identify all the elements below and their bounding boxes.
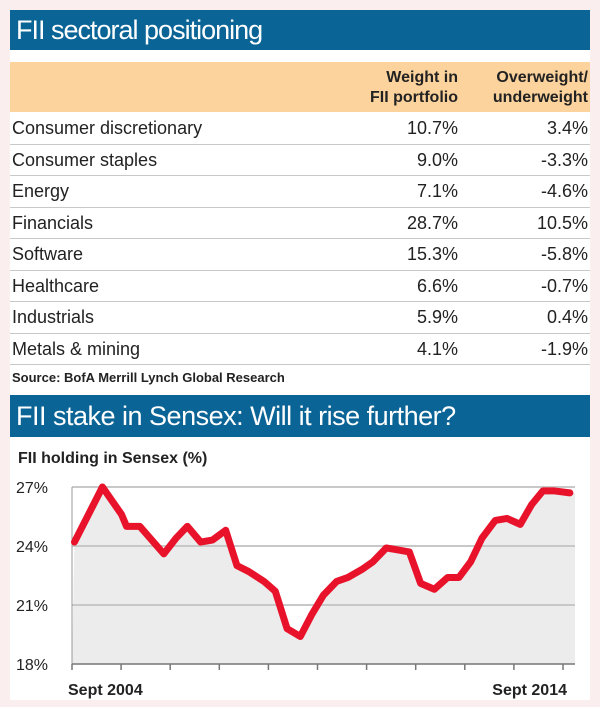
source-note: Source: BofA Merrill Lynch Global Resear… (12, 370, 285, 385)
x-tick-label: Sept 2014 (492, 682, 567, 699)
x-tick-label: Sept 2004 (68, 682, 143, 699)
y-tick-label: 18% (16, 657, 48, 674)
sector-name: Healthcare (12, 275, 100, 296)
overweight-value: 10.5% (536, 212, 588, 233)
overweight-value: -3.3% (540, 149, 588, 170)
header-weight-line2: FII portfolio (370, 89, 458, 106)
header-over-line1: Overweight/ (496, 69, 588, 86)
header-weight: Weight in FII portfolio (370, 68, 458, 108)
sector-name: Consumer discretionary (12, 118, 203, 138)
weight-value: 4.1% (416, 338, 458, 359)
sector-name: Financials (12, 212, 94, 233)
table-row: Consumer discretionary 10.7% 3.4% (10, 113, 590, 145)
overweight-value: 3.4% (546, 118, 588, 138)
table-row: Healthcare 6.6% -0.7% (10, 271, 590, 302)
header-over-line2: underweight (492, 89, 588, 106)
weight-value: 15.3% (406, 244, 458, 264)
sector-name: Metals & mining (12, 338, 141, 359)
weight-value: 7.1% (416, 181, 458, 201)
table-row: Financials 28.7% 10.5% (10, 208, 590, 239)
sector-name: Energy (12, 181, 70, 201)
table-header: Weight in FII portfolio Overweight/ unde… (10, 62, 590, 112)
overweight-value: 0.4% (546, 307, 588, 327)
table-row: Metals & mining 4.1% -1.9% (10, 334, 590, 365)
overweight-value: -0.7% (540, 275, 588, 296)
chart-ylabel: FII holding in Sensex (%) (18, 450, 208, 467)
table-row: Energy 7.1% -4.6% (10, 176, 590, 208)
overweight-value: -4.6% (540, 181, 588, 201)
sector-name: Consumer staples (12, 149, 158, 170)
y-tick-label: 21% (16, 598, 48, 615)
chart-title: FII stake in Sensex: Will it rise furthe… (10, 395, 590, 437)
table-row: Industrials 5.9% 0.4% (10, 302, 590, 334)
table-body: Consumer discretionary 10.7% 3.4% Consumer … (10, 113, 590, 365)
sector-name: Software (12, 244, 84, 264)
overweight-value: -1.9% (540, 338, 588, 359)
header-weight-line1: Weight in (386, 69, 458, 86)
weight-value: 6.6% (416, 275, 458, 296)
table-title: FII sectoral positioning (10, 10, 590, 50)
weight-value: 5.9% (416, 307, 458, 327)
table-row: Software 15.3% -5.8% (10, 239, 590, 271)
overweight-value: -5.8% (540, 244, 588, 264)
weight-value: 28.7% (406, 212, 458, 233)
line-chart: 18% 21% 24% 27% Sept 2004 Sept 2014 (16, 480, 575, 699)
header-overweight: Overweight/ underweight (493, 68, 588, 108)
weight-value: 10.7% (406, 118, 458, 138)
area-fill (72, 487, 575, 664)
table-row: Consumer staples 9.0% -3.3% (10, 145, 590, 176)
sector-name: Industrials (12, 307, 95, 327)
y-tick-label: 24% (16, 539, 48, 556)
y-tick-label: 27% (16, 480, 48, 497)
weight-value: 9.0% (416, 149, 458, 170)
